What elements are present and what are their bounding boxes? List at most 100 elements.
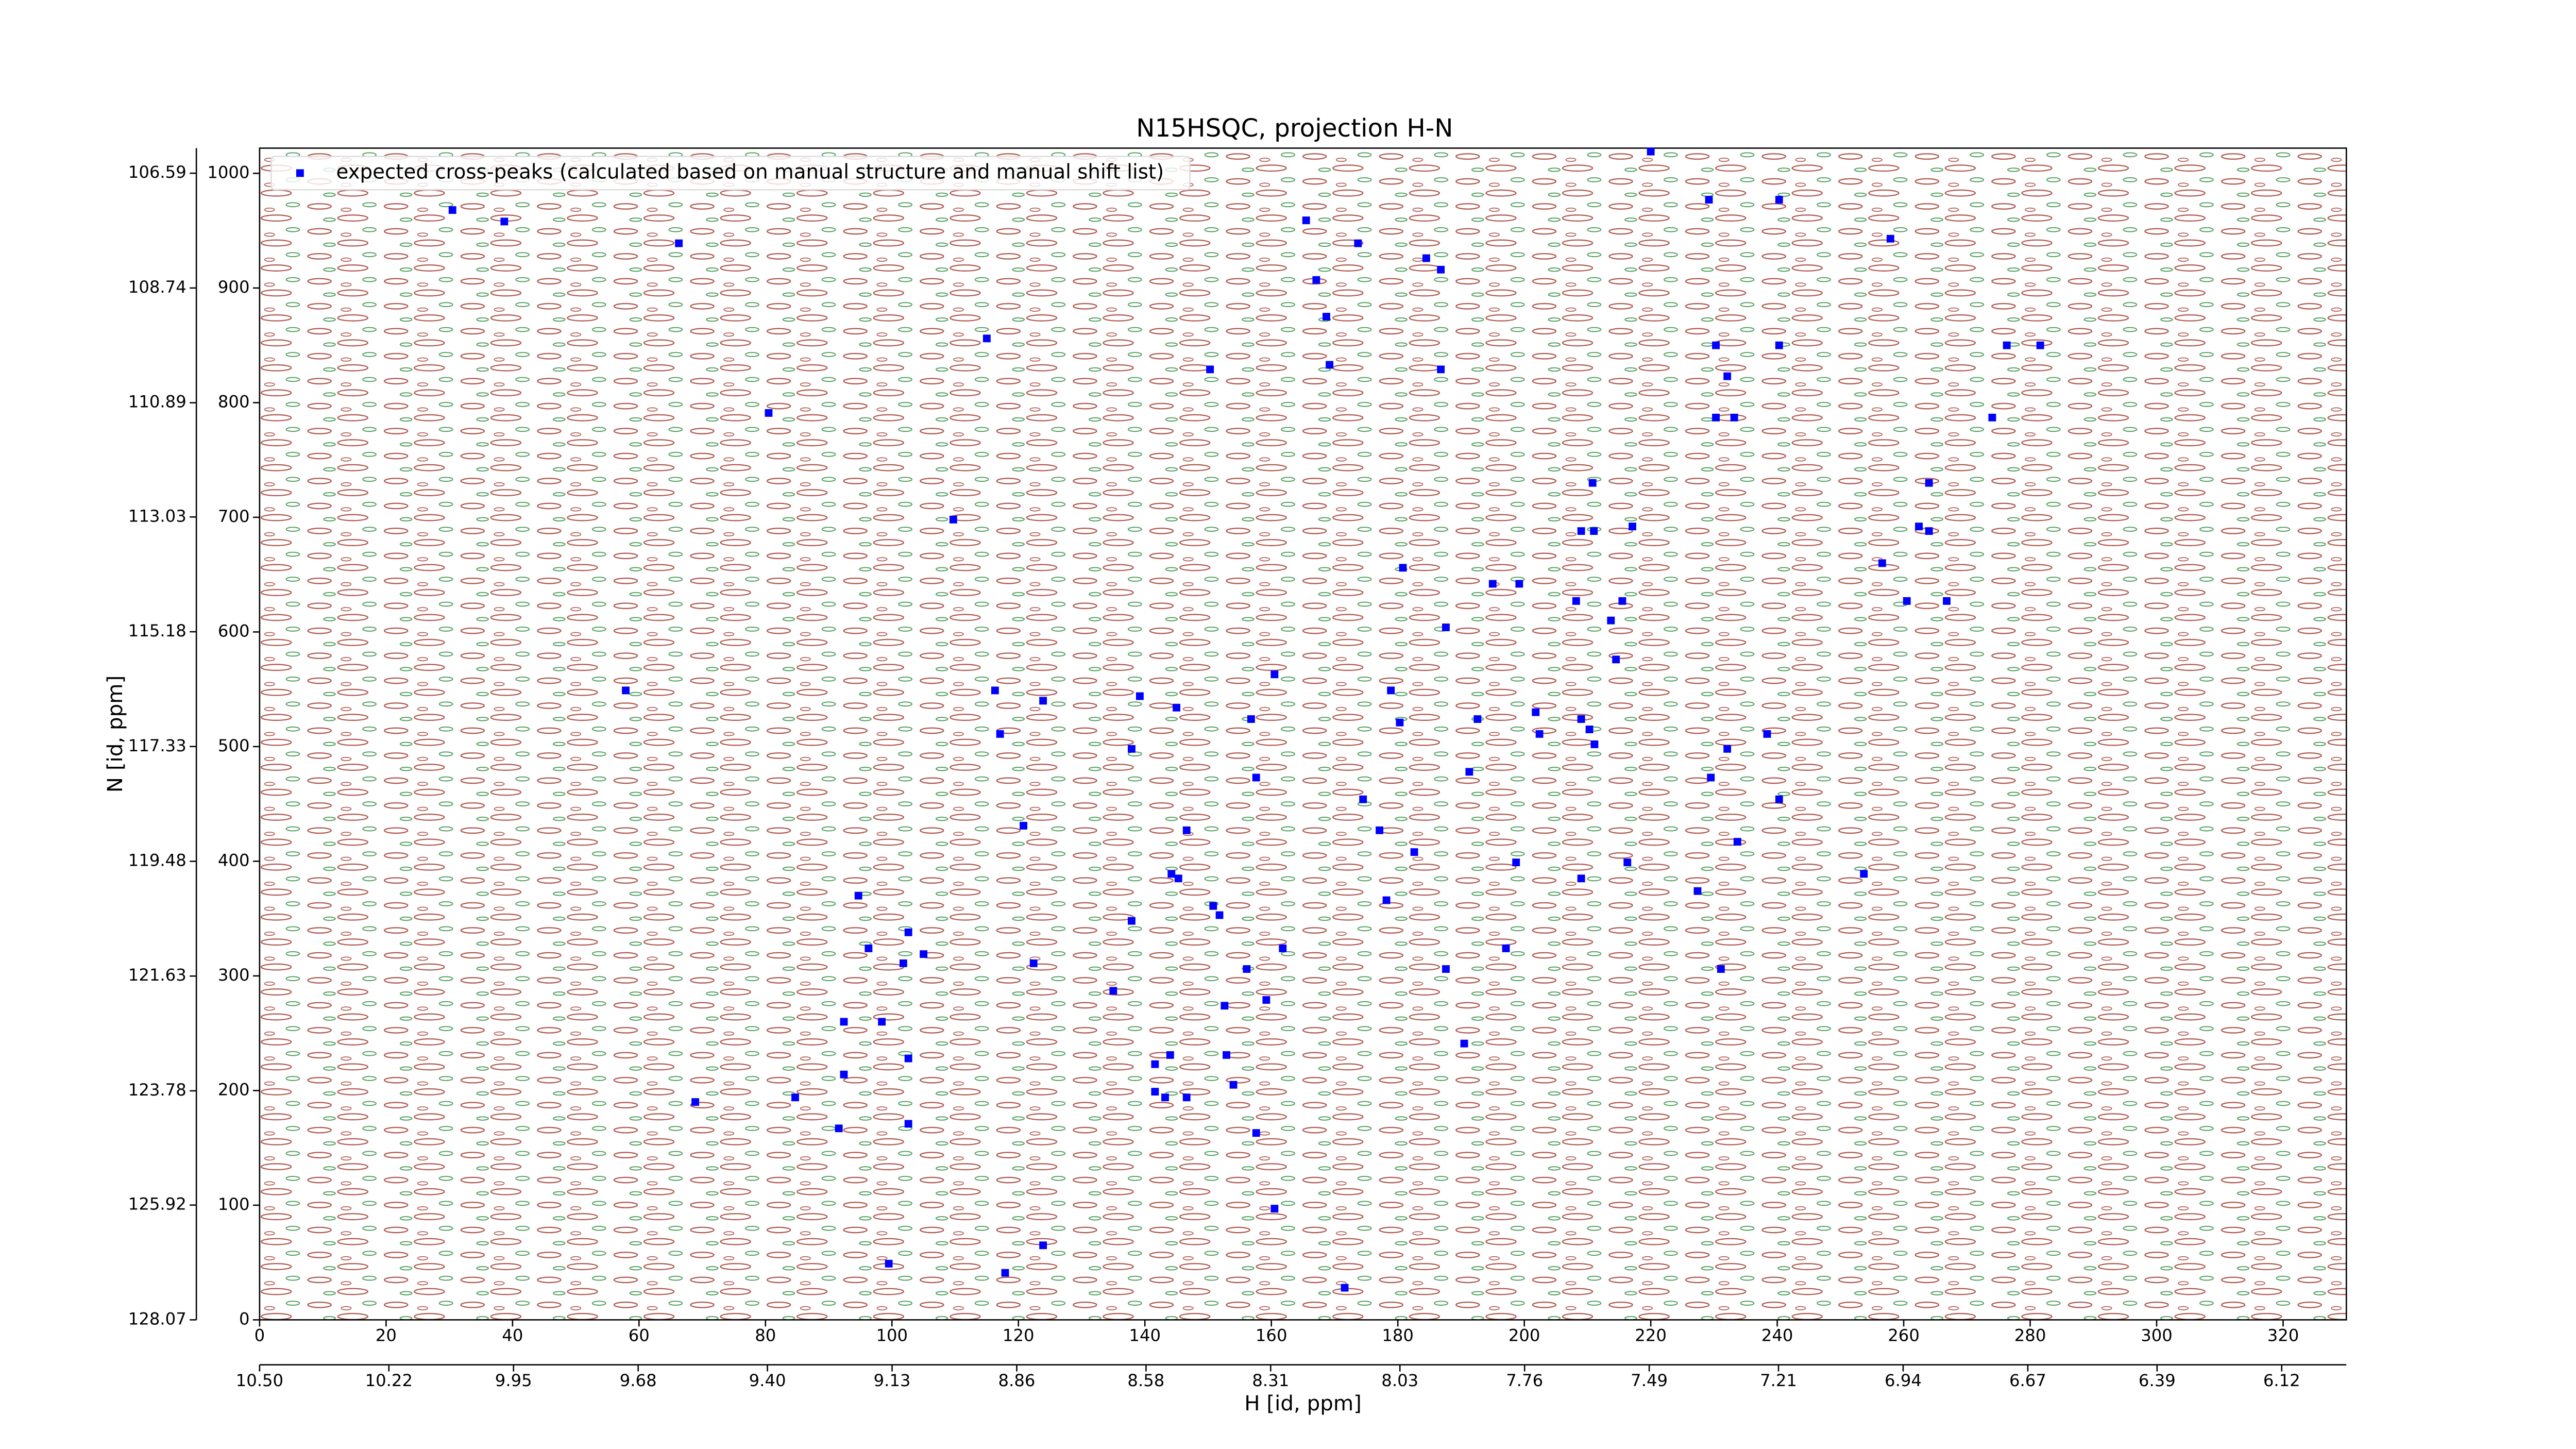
cross-peak bbox=[1629, 523, 1636, 531]
cross-peak bbox=[1173, 703, 1181, 712]
legend-box bbox=[270, 156, 1191, 191]
x-tick-label: 80 bbox=[755, 1326, 776, 1345]
cross-peak bbox=[765, 409, 773, 417]
x2-tick-label: 9.40 bbox=[749, 1371, 786, 1390]
cross-peak bbox=[1039, 1241, 1047, 1250]
cross-peak bbox=[1302, 216, 1310, 225]
cross-peak bbox=[865, 945, 873, 952]
plot-frame bbox=[259, 147, 2347, 1321]
cross-peak bbox=[1182, 826, 1191, 834]
cross-peak bbox=[920, 950, 928, 958]
cross-peak bbox=[1182, 1093, 1191, 1102]
x-tick-label: 260 bbox=[1888, 1326, 1920, 1345]
cross-peak bbox=[949, 515, 957, 524]
cross-peak bbox=[1886, 234, 1894, 243]
cross-peak bbox=[1382, 896, 1391, 904]
cross-peak bbox=[1775, 196, 1783, 204]
cross-peak bbox=[991, 686, 999, 695]
cross-peak bbox=[1730, 413, 1738, 422]
cross-peak bbox=[1109, 987, 1117, 995]
x2-tick-label: 6.67 bbox=[2009, 1371, 2046, 1390]
x-tick-label: 200 bbox=[1509, 1326, 1540, 1345]
spectrum-contours bbox=[259, 148, 2347, 1320]
cross-peak bbox=[1612, 655, 1620, 664]
x-tick-label: 240 bbox=[1761, 1326, 1793, 1345]
cross-peak bbox=[691, 1098, 699, 1106]
cross-peak bbox=[1693, 887, 1702, 895]
cross-peak bbox=[1437, 365, 1445, 374]
cross-peak bbox=[996, 730, 1004, 738]
y2-tick-label: 119.48 bbox=[128, 850, 187, 870]
y2-tick-label: 106.59 bbox=[128, 162, 187, 182]
cross-peak bbox=[1473, 715, 1482, 723]
cross-peak bbox=[1151, 1088, 1159, 1096]
y-tick-label: 200 bbox=[218, 1080, 250, 1099]
cross-peak bbox=[1577, 527, 1585, 535]
cross-peak bbox=[1460, 1039, 1468, 1048]
cross-peak bbox=[1167, 870, 1176, 878]
cross-peak bbox=[1001, 1269, 1009, 1277]
cross-peak bbox=[1903, 597, 1911, 605]
cross-peak bbox=[1925, 527, 1933, 535]
cross-peak bbox=[1705, 196, 1713, 204]
y-tick-label: 500 bbox=[218, 736, 250, 755]
x2-tick-label: 10.50 bbox=[236, 1371, 283, 1390]
x-tick-label: 280 bbox=[2014, 1326, 2046, 1345]
cross-peak bbox=[1151, 1060, 1159, 1068]
cross-peak bbox=[1943, 597, 1951, 605]
cross-peak bbox=[1717, 965, 1725, 973]
cross-peak bbox=[1396, 718, 1404, 727]
x2-tick-label: 9.13 bbox=[874, 1371, 911, 1390]
cross-peak bbox=[1585, 726, 1594, 733]
cross-peak bbox=[1925, 479, 1933, 487]
cross-peak bbox=[1270, 1205, 1279, 1212]
y-tick-label: 1000 bbox=[207, 162, 249, 182]
x-tick-label: 60 bbox=[629, 1326, 650, 1345]
cross-peak bbox=[1223, 1051, 1230, 1059]
cross-peak bbox=[1707, 773, 1715, 782]
cross-peak bbox=[1252, 773, 1260, 782]
y-tick-label: 700 bbox=[218, 507, 250, 526]
cross-peak bbox=[1399, 564, 1407, 572]
cross-peak bbox=[1577, 715, 1585, 723]
x2-tick-label: 7.49 bbox=[1631, 1371, 1668, 1390]
y-tick-label: 0 bbox=[239, 1309, 250, 1328]
cross-peak bbox=[904, 928, 912, 936]
cross-peak bbox=[1174, 874, 1182, 883]
cross-peak bbox=[622, 686, 630, 695]
x2-tick-label: 10.22 bbox=[365, 1371, 413, 1390]
y-tick-label: 100 bbox=[218, 1194, 250, 1214]
cross-peak bbox=[835, 1124, 843, 1133]
cross-peak bbox=[1166, 1051, 1174, 1059]
x-tick-label: 120 bbox=[1003, 1326, 1035, 1345]
cross-peak bbox=[1209, 902, 1217, 910]
legend-label: expected cross-peaks (calculated based o… bbox=[336, 160, 1164, 183]
cross-peak bbox=[885, 1259, 893, 1268]
cross-peak bbox=[1532, 708, 1540, 716]
cross-peak bbox=[1535, 730, 1544, 738]
cross-peak bbox=[1437, 265, 1445, 274]
x-tick-label: 160 bbox=[1256, 1326, 1287, 1345]
cross-peak bbox=[1221, 1002, 1229, 1010]
cross-peak bbox=[1128, 917, 1136, 925]
y-axis-label: N [id, ppm] bbox=[103, 676, 127, 793]
y2-tick-label: 125.92 bbox=[128, 1194, 187, 1214]
x-tick-label: 0 bbox=[255, 1326, 265, 1345]
cross-peak bbox=[1647, 147, 1655, 156]
x2-tick-label: 8.03 bbox=[1381, 1371, 1418, 1390]
cross-peak bbox=[1775, 795, 1783, 803]
y2-tick-label: 128.07 bbox=[128, 1309, 187, 1328]
cross-peak bbox=[1878, 559, 1886, 567]
y2-tick-label: 123.78 bbox=[128, 1080, 187, 1100]
cross-peak bbox=[1590, 527, 1598, 535]
cross-peak bbox=[1723, 745, 1732, 753]
x2-tick-label: 9.68 bbox=[620, 1371, 657, 1390]
cross-peak bbox=[1590, 740, 1599, 748]
cross-peak bbox=[1376, 826, 1384, 834]
x2-tick-label: 9.95 bbox=[495, 1371, 532, 1390]
x-tick-label: 180 bbox=[1382, 1326, 1414, 1345]
x-tick-label: 300 bbox=[2141, 1326, 2173, 1345]
cross-peak bbox=[1442, 965, 1450, 973]
y-tick-label: 800 bbox=[218, 392, 250, 411]
